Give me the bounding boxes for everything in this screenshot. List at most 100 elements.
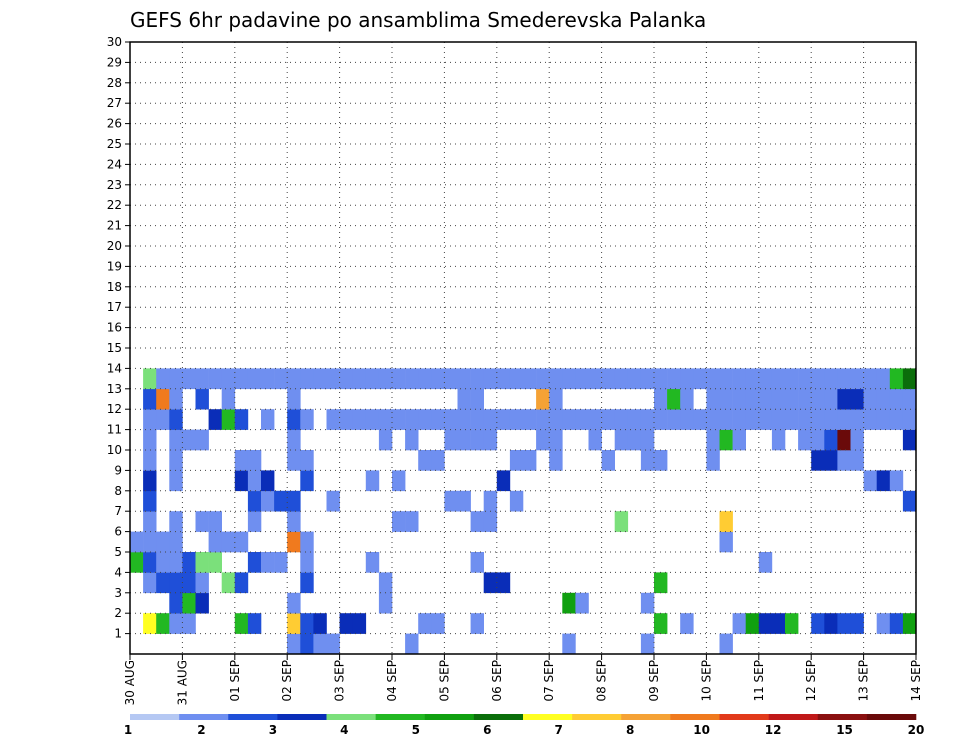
heatmap-cell [771,613,786,634]
heatmap-cell [470,552,484,573]
heatmap-cell [850,450,864,471]
heatmap-cell [732,368,746,390]
heatmap-cell [208,409,222,430]
heatmap-cell [889,613,904,634]
heatmap-cell [247,552,262,573]
chart-title: GEFS 6hr padavine po ansamblima Smederev… [130,8,706,32]
colorbar-label: 12 [765,723,782,737]
heatmap-cell [457,490,471,512]
heatmap-cell [614,429,629,451]
heatmap-cell [811,388,825,410]
heatmap-cell [470,511,484,532]
heatmap-cell [470,388,484,410]
heatmap-cell [444,490,458,512]
heatmap-cell [732,613,746,634]
heatmap-cell [654,572,668,594]
heatmap-cell [654,409,668,430]
heatmap-cell [837,368,851,390]
heatmap-cell [392,409,406,430]
heatmap-cell [234,409,249,430]
y-tick-label: 27 [107,96,122,110]
heatmap-cell [523,450,537,471]
heatmap-cell [588,368,602,390]
colorbar-label: 15 [836,723,853,737]
heatmap-cell [182,613,196,634]
heatmap-cell [195,592,209,614]
heatmap-cell [208,531,222,553]
heatmap-cell [405,368,419,390]
heatmap-cell [261,490,275,512]
heatmap-cell [811,429,825,451]
heatmap-cell [287,613,301,634]
heatmap-cell [496,368,511,390]
heatmap-cell [169,470,183,492]
heatmap-cell [287,409,301,430]
x-tick-label: 14 SEP [909,660,923,702]
heatmap-cell [654,388,668,410]
heatmap-cell [902,368,917,390]
y-tick-label: 4 [114,565,122,579]
heatmap-cell [667,368,681,390]
heatmap-cell [549,450,563,471]
heatmap-cell [287,633,301,655]
colorbar-swatch [228,714,278,720]
heatmap-cell [247,450,262,471]
heatmap-cell [667,388,681,410]
heatmap-cell [850,613,864,634]
heatmap-cells [130,368,917,655]
heatmap-cell [837,409,851,430]
heatmap-cell [352,409,367,430]
heatmap-cell [300,613,314,634]
heatmap-cell [405,429,419,451]
heatmap-cell [536,388,550,410]
colorbar-label: 20 [908,723,925,737]
heatmap-cell [562,409,576,430]
heatmap-cell [811,368,825,390]
heatmap-cell [378,368,393,390]
heatmap-cell [758,613,773,634]
heatmap-cell [837,429,851,451]
heatmap-cell [300,633,314,655]
heatmap-cell [287,592,301,614]
heatmap-cell [706,409,720,430]
heatmap-cell [876,409,891,430]
x-tick-label: 03 SEP [333,660,347,702]
heatmap-cell [876,470,891,492]
heatmap-cell [824,450,838,471]
heatmap-cell [169,531,183,553]
heatmap-cell [365,368,380,390]
heatmap-cell [745,409,760,430]
heatmap-cell [143,429,157,451]
heatmap-cell [156,613,170,634]
heatmap-cell [614,511,629,532]
y-tick-label: 9 [114,463,122,477]
heatmap-cell [182,592,196,614]
heatmap-cell [195,511,209,532]
heatmap-cell [876,368,891,390]
heatmap-cell [640,592,655,614]
heatmap-cell [601,368,615,390]
heatmap-cell [326,490,340,512]
heatmap-cell [182,572,196,594]
heatmap-cell [247,490,262,512]
heatmap-cell [300,450,314,471]
heatmap-cell [261,368,275,390]
heatmap-cell [627,368,642,390]
y-tick-label: 24 [107,157,122,171]
heatmap-cell [247,470,262,492]
heatmap-cell [143,552,157,573]
heatmap-cell [549,409,563,430]
heatmap-cell [811,613,825,634]
heatmap-cell [378,409,393,430]
heatmap-cell [536,409,550,430]
colorbar-swatch [670,714,720,720]
heatmap-cell [156,388,170,410]
heatmap-cell [405,633,419,655]
heatmap-cell [457,409,471,430]
heatmap-cell [902,490,917,512]
heatmap-cell [601,450,615,471]
heatmap-cell [509,450,524,471]
heatmap-cell [365,409,380,430]
heatmap-cell [405,409,419,430]
